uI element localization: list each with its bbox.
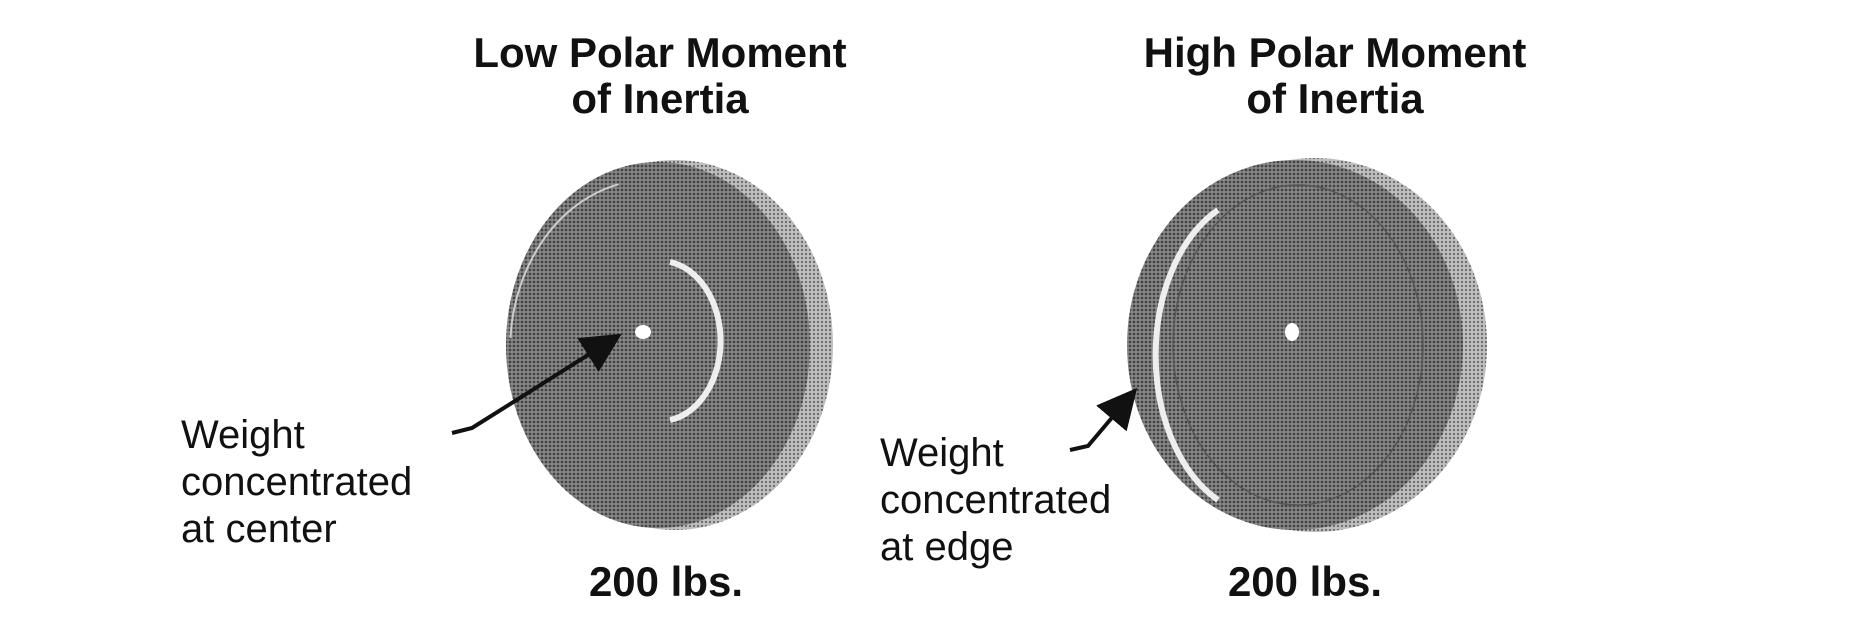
center-weight-label: Weight concentrated at center bbox=[181, 413, 413, 551]
low-inertia-title: Low Polar Moment of Inertia bbox=[473, 29, 847, 122]
arrow-to-center bbox=[451, 333, 622, 435]
high-inertia-disc bbox=[1127, 158, 1487, 532]
edge-weight-label: Weight concentrated at edge bbox=[880, 431, 1112, 569]
left-weight-value: 200 lbs. bbox=[588, 558, 744, 605]
center-hole bbox=[1285, 323, 1299, 341]
arrow-to-edge bbox=[1069, 387, 1138, 452]
low-inertia-disc bbox=[506, 160, 833, 530]
center-hole bbox=[635, 325, 651, 339]
right-weight-value: 200 lbs. bbox=[1227, 558, 1383, 605]
high-inertia-title: High Polar Moment of Inertia bbox=[1143, 29, 1527, 122]
